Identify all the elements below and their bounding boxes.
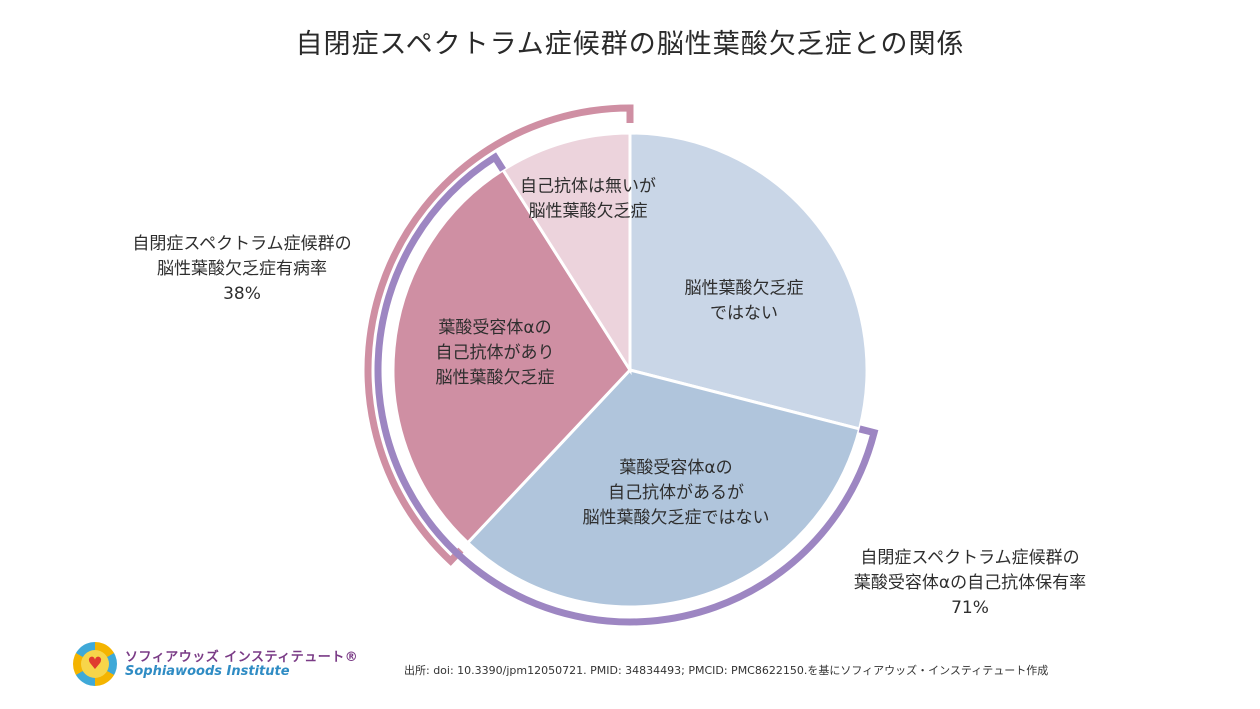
logo-sun-icon: ♥ xyxy=(73,642,117,686)
cfd-prevalence-line-1: 自閉症スペクトラム症候群の xyxy=(132,234,352,254)
slice-label-no-ab-cfd-0: 自己抗体は無いが xyxy=(520,177,656,197)
source-citation: 出所: doi: 10.3390/jpm12050721. PMID: 3483… xyxy=(404,664,1049,677)
pie-slice-no-ab-cfd xyxy=(500,131,632,376)
logo-name-jp: ソフィアウッズ インスティテュート® xyxy=(125,650,359,665)
slice-label-ab-no-cfd-1: 自己抗体があるが xyxy=(608,483,744,503)
cfd-prevalence-callout: 自閉症スペクトラム症候群の 脳性葉酸欠乏症有病率 38% xyxy=(92,232,392,307)
sophiawoods-logo: ♥ ソフィアウッズ インスティテュート® Sophiawoods Institu… xyxy=(73,642,358,690)
pie-slice-no-cfd xyxy=(628,131,869,431)
pie-slice-ab-no-cfd xyxy=(465,368,862,609)
slice-label-ab-no-cfd-0: 葉酸受容体αの xyxy=(619,458,732,478)
bracket-cfd-prevalence xyxy=(364,104,634,566)
heart-icon: ♥ xyxy=(81,650,109,678)
cfd-prevalence-value: 38% xyxy=(223,284,261,304)
cfd-prevalence-line-2: 脳性葉酸欠乏症有病率 xyxy=(157,259,327,279)
autoantibody-callout: 自閉症スペクトラム症候群の 葉酸受容体αの自己抗体保有率 71% xyxy=(820,546,1120,621)
bracket-autoantibody-rate xyxy=(374,152,879,626)
slice-label-ab-cfd-0: 葉酸受容体αの xyxy=(438,318,551,338)
autoantibody-line-1: 自閉症スペクトラム症候群の xyxy=(860,548,1080,568)
slice-label-no-cfd-1: ではない xyxy=(710,304,778,324)
pie-slice-ab-cfd xyxy=(391,167,632,545)
slice-label-ab-cfd-1: 自己抗体があり xyxy=(436,343,555,363)
slice-label-ab-no-cfd-2: 脳性葉酸欠乏症ではない xyxy=(583,508,770,528)
logo-name-en: Sophiawoods Institute xyxy=(125,664,290,679)
chart-title: 自閉症スペクトラム症候群の脳性葉酸欠乏症との関係 xyxy=(295,29,965,60)
slice-label-no-ab-cfd-1: 脳性葉酸欠乏症 xyxy=(529,202,648,222)
slice-label-no-cfd-0: 脳性葉酸欠乏症 xyxy=(685,279,804,299)
slice-label-ab-cfd-2: 脳性葉酸欠乏症 xyxy=(436,368,555,388)
autoantibody-value: 71% xyxy=(951,598,989,618)
autoantibody-line-2: 葉酸受容体αの自己抗体保有率 xyxy=(853,573,1087,593)
